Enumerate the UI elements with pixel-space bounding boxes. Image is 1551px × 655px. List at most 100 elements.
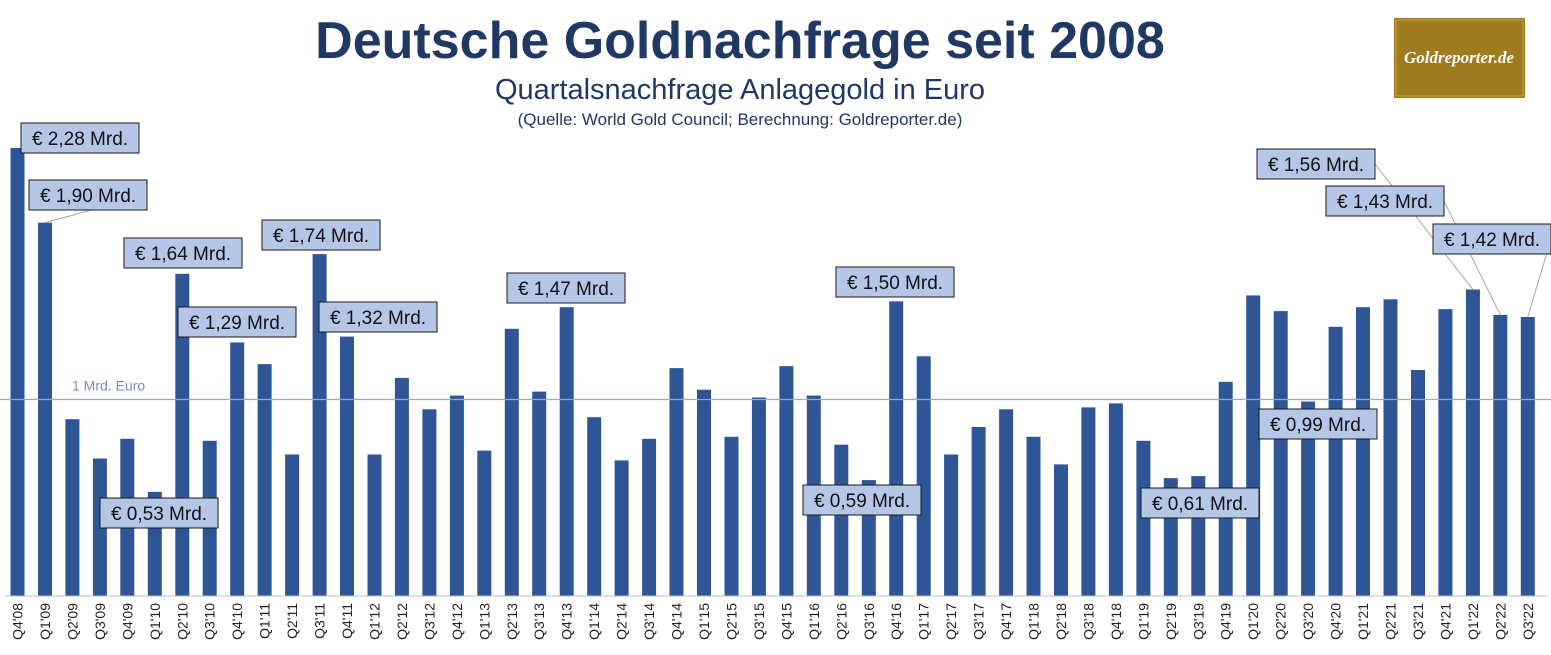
data-label-Q4'08: € 2,28 Mrd. (20, 122, 140, 154)
bar-Q1'17 (916, 356, 931, 596)
chart-title: Deutsche Goldnachfrage seit 2008 (315, 12, 1165, 70)
data-label-Q3'20: € 0,99 Mrd. (1258, 408, 1378, 440)
bar-Q3'17 (971, 427, 986, 596)
tick-label-Q4'09: Q4'09 (119, 603, 135, 640)
bar-Q3'22 (1520, 317, 1535, 596)
bar-Q4'13 (559, 307, 574, 596)
bar-Q1'18 (1026, 436, 1041, 596)
bar-Q4'21 (1438, 309, 1453, 596)
bar-Q2'17 (944, 454, 959, 596)
tick-label-Q2'19: Q2'19 (1163, 603, 1179, 640)
tick-label-Q1'20: Q1'20 (1245, 603, 1261, 640)
data-label-box (506, 272, 626, 304)
tick-label-Q1'11: Q1'11 (257, 603, 273, 639)
bar-Q2'15 (724, 436, 739, 596)
tick-label-Q1'17: Q1'17 (916, 603, 932, 640)
tick-label-Q1'18: Q1'18 (1026, 603, 1042, 640)
data-label-box (1432, 223, 1551, 255)
bar-Q4'14 (669, 368, 684, 596)
tick-label-Q2'18: Q2'18 (1053, 603, 1069, 640)
bar-Q3'13 (532, 391, 547, 596)
tick-label-Q2'21: Q2'21 (1383, 603, 1399, 640)
bar-Q3'15 (751, 397, 766, 596)
tick-label-Q3'19: Q3'19 (1190, 603, 1206, 640)
tick-label-Q1'19: Q1'19 (1135, 603, 1151, 640)
data-label-Q2'22: € 1,43 Mrd. (1325, 185, 1501, 316)
data-label-box (802, 484, 922, 516)
tick-label-Q3'21: Q3'21 (1410, 603, 1426, 640)
data-label-Q1'22: € 1,56 Mrd. (1256, 148, 1474, 290)
tick-label-Q1'13: Q1'13 (476, 603, 492, 640)
leader-line (1374, 163, 1474, 290)
data-label-text: € 1,50 Mrd. (847, 273, 943, 294)
tick-label-Q3'20: Q3'20 (1300, 603, 1316, 640)
data-label-text: € 1,32 Mrd. (330, 308, 426, 329)
data-label-box (28, 179, 148, 211)
tick-label-Q2'17: Q2'17 (943, 603, 959, 640)
data-label-text: € 0,61 Mrd. (1152, 494, 1248, 515)
tick-label-Q3'17: Q3'17 (971, 603, 987, 640)
data-label-Q4'10: € 1,29 Mrd. (177, 306, 297, 338)
tick-label-Q3'10: Q3'10 (202, 603, 218, 640)
bar-Q4'18 (1108, 403, 1123, 596)
bar-Q3'21 (1411, 370, 1425, 596)
logo-background (1394, 18, 1525, 98)
reference-line-group: 1 Mrd. Euro (0, 378, 1551, 401)
data-label-Q3'19: € 0,61 Mrd. (1140, 487, 1260, 519)
bar-Q4'12 (449, 395, 464, 596)
data-label-text: € 2,28 Mrd. (32, 129, 128, 150)
tick-label-Q4'17: Q4'17 (998, 603, 1014, 640)
tick-label-Q2'09: Q2'09 (64, 603, 80, 640)
tick-label-Q1'21: Q1'21 (1355, 603, 1371, 640)
bar-Q2'14 (614, 460, 629, 596)
leader-line (1443, 200, 1501, 316)
x-axis-ticks: Q4'08 Q1'09 Q2'09 Q3'09 Q4'09 Q1'10 Q2'10 Q3'10… (10, 603, 1536, 640)
tick-label-Q3'12: Q3'12 (421, 603, 437, 640)
data-label-text: € 1,47 Mrd. (518, 279, 614, 300)
bar-Q1'13 (477, 450, 492, 596)
tick-label-Q2'11: Q2'11 (284, 603, 300, 639)
tick-label-Q3'22: Q3'22 (1520, 603, 1536, 640)
tick-label-Q4'20: Q4'20 (1328, 603, 1344, 640)
bar-Q2'21 (1383, 299, 1398, 596)
bar-Q3'11 (312, 254, 327, 596)
data-label-Q4'16: € 1,50 Mrd. (835, 266, 955, 298)
bar-Q1'22 (1465, 289, 1480, 596)
tick-label-Q3'11: Q3'11 (312, 603, 328, 639)
data-label-box (261, 219, 381, 251)
bar-Q1'21 (1356, 307, 1370, 596)
bar-Q1'12 (367, 454, 382, 596)
tick-label-Q4'21: Q4'21 (1437, 603, 1453, 640)
tick-label-Q4'14: Q4'14 (669, 603, 685, 640)
bar-Q2'11 (285, 454, 300, 596)
tick-label-Q2'16: Q2'16 (833, 603, 849, 640)
bar-Q4'11 (340, 336, 354, 596)
data-label-box (1325, 185, 1445, 217)
data-label-box (835, 266, 955, 298)
tick-label-Q4'18: Q4'18 (1108, 603, 1124, 640)
data-label-box (1140, 487, 1260, 519)
tick-label-Q3'13: Q3'13 (531, 603, 547, 640)
data-label-text: € 1,74 Mrd. (273, 226, 369, 247)
bar-Q4'17 (999, 409, 1014, 596)
tick-label-Q4'19: Q4'19 (1218, 603, 1234, 640)
data-label-Q3'11: € 1,74 Mrd. (261, 219, 381, 251)
tick-label-Q3'15: Q3'15 (751, 603, 767, 640)
data-label-text: € 1,90 Mrd. (40, 186, 136, 207)
data-label-Q1'10: € 0,53 Mrd. (99, 497, 219, 529)
bar-Q2'18 (1054, 464, 1068, 596)
bar-Q2'22 (1493, 315, 1508, 596)
bar-Q2'09 (65, 419, 80, 596)
bar-Q4'15 (779, 366, 794, 596)
data-label-Q3'16: € 0,59 Mrd. (802, 484, 922, 516)
bar-Q3'20 (1301, 401, 1316, 596)
bar-Q2'16 (834, 444, 849, 596)
reference-line-label: 1 Mrd. Euro (72, 378, 145, 394)
bar-Q1'20 (1246, 295, 1261, 596)
bar-Q1'15 (697, 389, 711, 596)
tick-label-Q2'14: Q2'14 (614, 603, 630, 640)
bar-Q3'14 (642, 438, 657, 596)
bar-Q2'13 (504, 328, 519, 596)
tick-label-Q4'13: Q4'13 (559, 603, 575, 640)
tick-label-Q1'15: Q1'15 (696, 603, 712, 640)
